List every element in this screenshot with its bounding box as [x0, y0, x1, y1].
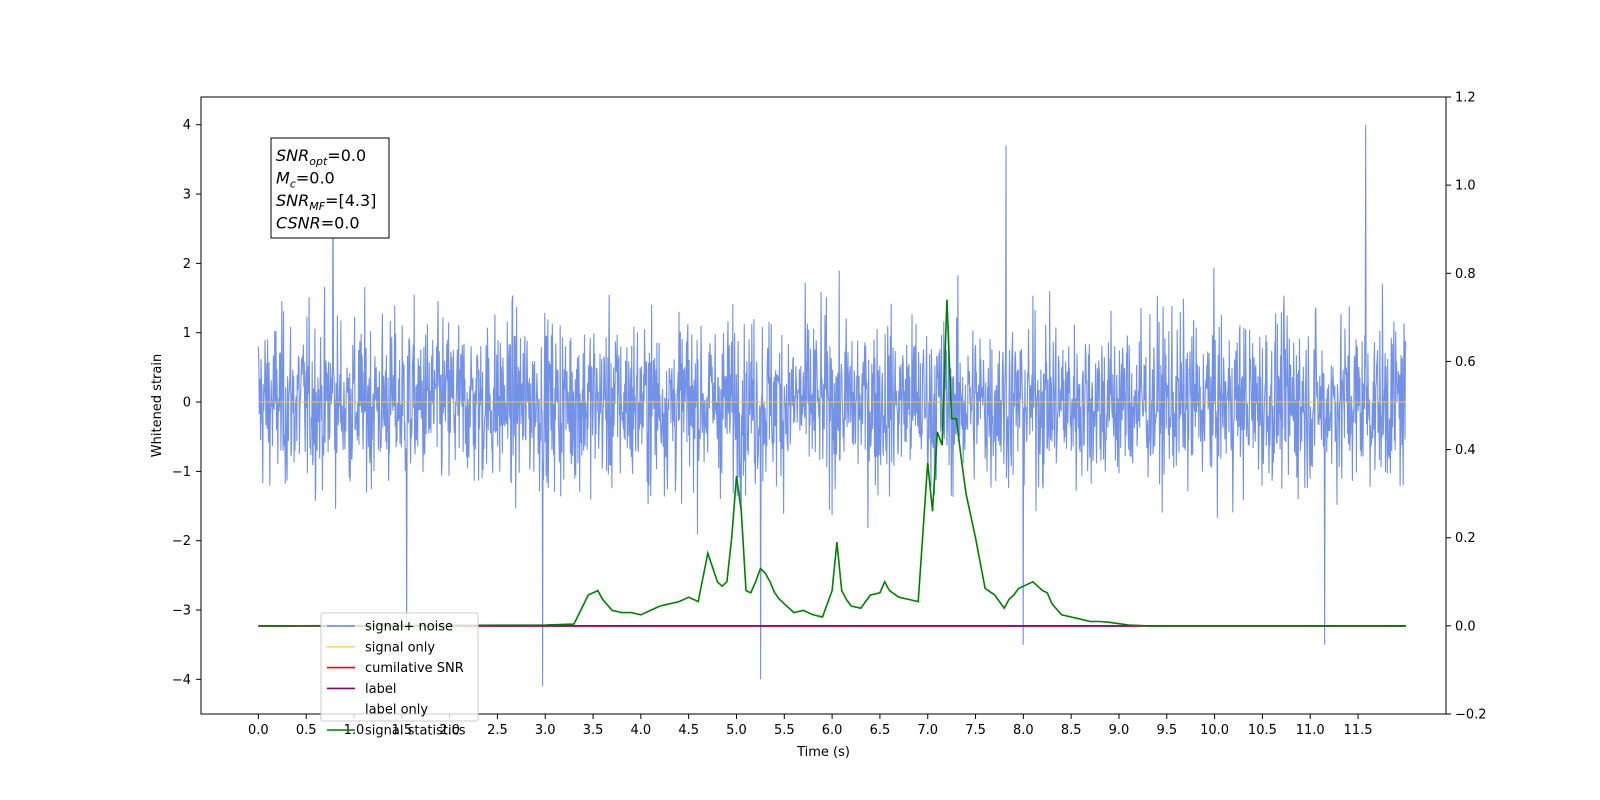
legend-item: signal+ noise: [327, 620, 453, 635]
x-tick-label: 10.5: [1248, 723, 1277, 738]
signal-noise-line: [257, 124, 1407, 687]
y-left-tick-label: −2: [172, 534, 191, 549]
x-tick-label: 5.0: [726, 723, 747, 738]
y-left-tick-label: 2: [183, 257, 191, 272]
x-tick-label: 7.5: [965, 723, 986, 738]
x-tick-label: 6.5: [870, 723, 891, 738]
y-right-tick-label: 0.6: [1455, 355, 1476, 370]
x-tick-label: 8.0: [1013, 723, 1034, 738]
stats-line: SNRopt=0.0: [276, 146, 366, 168]
legend-item: label: [327, 682, 396, 697]
x-tick-label: 7.0: [917, 723, 938, 738]
y-left-tick-label: 4: [183, 118, 191, 133]
legend-label: label only: [365, 703, 428, 718]
x-tick-label: 4.5: [678, 723, 699, 738]
x-tick-label: 5.5: [774, 723, 795, 738]
y-right-tick-label: 1.2: [1455, 91, 1476, 106]
x-tick-label: 2.5: [487, 723, 508, 738]
y-right-tick-label: −0.2: [1455, 708, 1487, 723]
y-axis-left: −4 −3 −2 −1 0 1 2 3 4: [172, 118, 201, 688]
y-right-tick-label: 0.2: [1455, 531, 1476, 546]
y-left-tick-label: 1: [183, 326, 191, 341]
legend-frame: [320, 612, 479, 722]
legend-label: cumilative SNR: [365, 661, 464, 676]
y-left-tick-label: −3: [172, 604, 191, 619]
x-tick-label: 1.5: [391, 723, 412, 738]
signal-noise-trace: [257, 124, 1407, 687]
x-tick-label: 8.5: [1061, 723, 1082, 738]
plot-frame: [200, 96, 1447, 715]
y-right-tick-label: 0.8: [1455, 267, 1476, 282]
legend-label: signal statistics: [365, 724, 466, 739]
legend-label: signal+ noise: [365, 620, 453, 635]
x-tick-label: 4.0: [631, 723, 652, 738]
legend-item: signal only: [327, 640, 435, 655]
y-axis-left-label: Whitened strain: [150, 354, 165, 457]
y-left-tick-label: −4: [172, 673, 191, 688]
y-right-tick-label: 1.0: [1455, 179, 1476, 194]
stats-line: SNRMF=[4.3]: [276, 191, 376, 213]
y-right-tick-label: 0.4: [1455, 443, 1476, 458]
x-tick-label: 6.0: [822, 723, 843, 738]
x-tick-label: 3.5: [583, 723, 604, 738]
x-tick-label: 11.5: [1344, 723, 1373, 738]
y-right-tick-label: 0.0: [1455, 619, 1476, 634]
stats-line: Mc=0.0: [276, 169, 335, 191]
y-left-tick-label: 0: [183, 396, 191, 411]
series-line-signal-statistics: [258, 299, 1406, 627]
legend: signal+ noise signal only cumilative SNR la…: [320, 612, 479, 739]
y-axis-right: −0.2 0.0 0.2 0.4 0.6 0.8 1.0 1.2: [1446, 91, 1487, 723]
y-left-tick-label: −1: [172, 465, 191, 480]
x-axis: 0.0 0.5 1.0 1.5 2.0 2.5 3.0 3.5 4.0 4.5 5.0 5.5 6.0 6…: [248, 714, 1373, 738]
stats-box-frame: [270, 137, 390, 239]
stats-line: CSNR=0.0: [276, 214, 360, 233]
x-tick-label: 0.0: [248, 723, 269, 738]
x-axis-label: Time (s): [796, 745, 850, 760]
legend-item: label only: [365, 703, 428, 718]
legend-label: signal only: [365, 640, 435, 655]
x-tick-label: 9.5: [1156, 723, 1177, 738]
x-tick-label: 9.0: [1109, 723, 1130, 738]
x-tick-label: 0.5: [296, 723, 317, 738]
x-tick-label: 2.0: [439, 723, 460, 738]
x-tick-label: 10.0: [1200, 723, 1229, 738]
legend-item: signal statistics: [327, 724, 466, 739]
x-tick-label: 11.0: [1296, 723, 1325, 738]
y-left-tick-label: 3: [183, 188, 191, 203]
legend-item: cumilative SNR: [327, 661, 464, 676]
legend-label: label: [365, 682, 396, 697]
x-tick-label: 3.0: [535, 723, 556, 738]
